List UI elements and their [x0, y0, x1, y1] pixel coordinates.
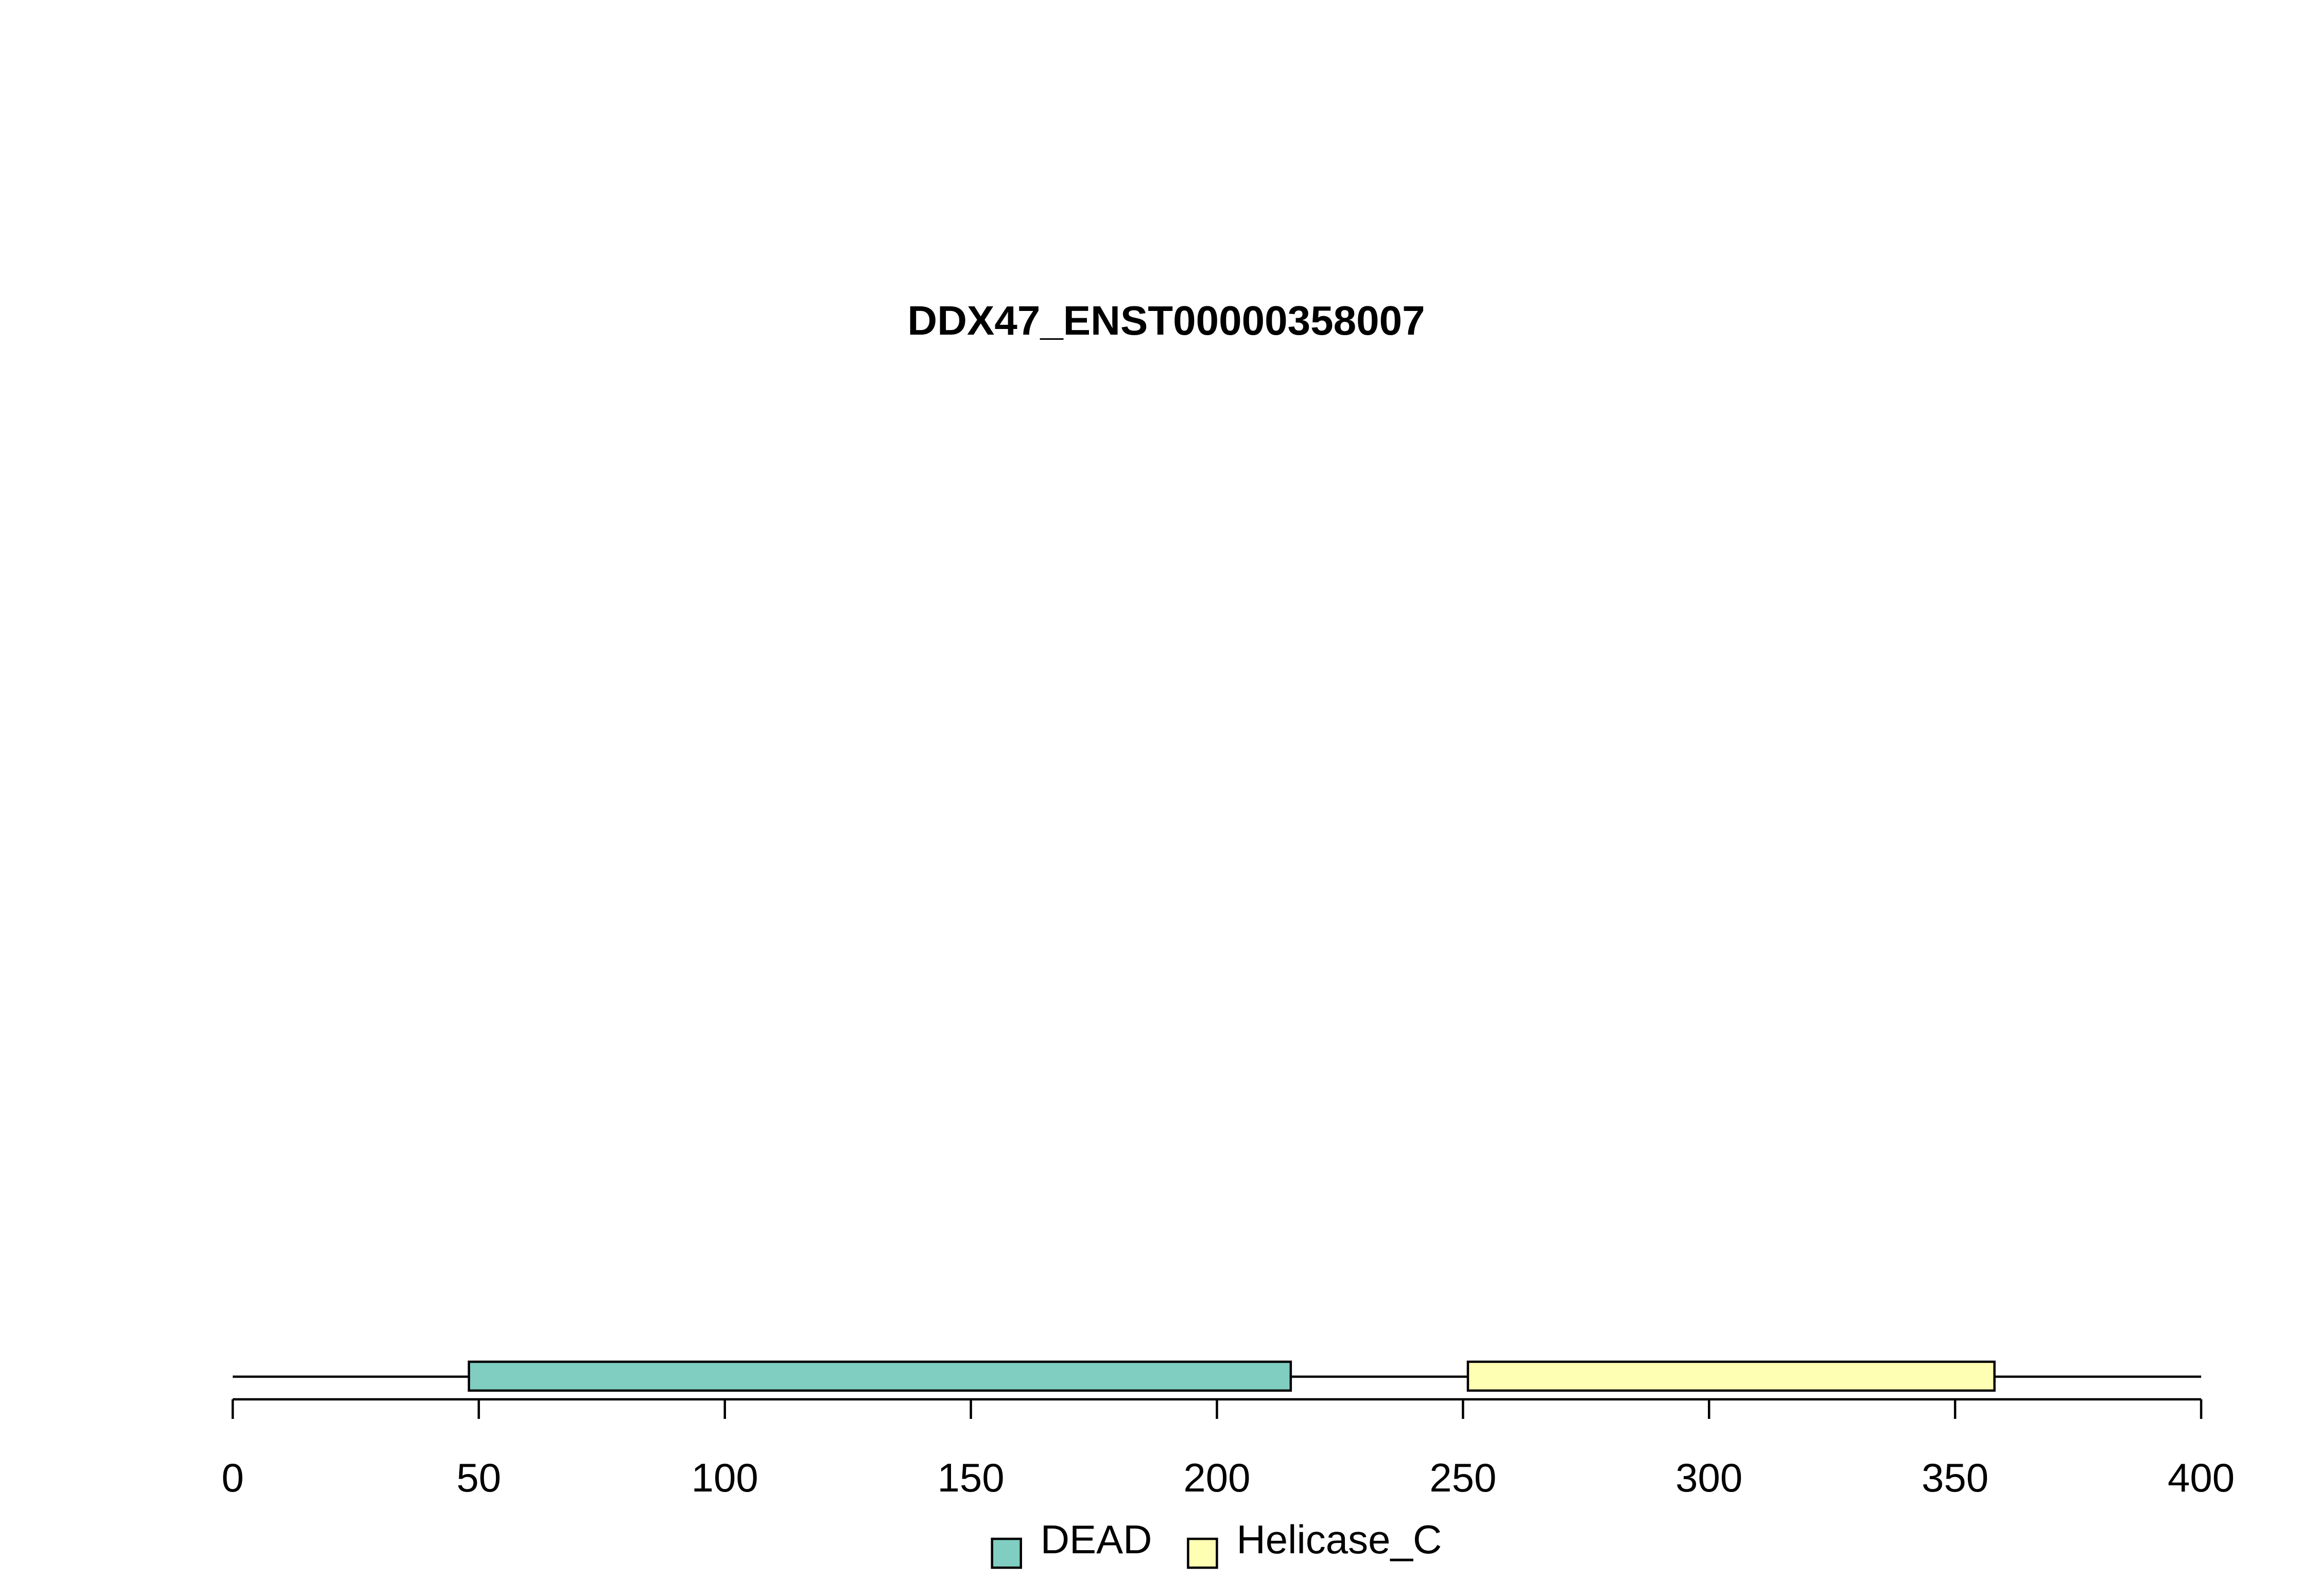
- chart-title: DDX47_ENST00000358007: [907, 298, 1425, 343]
- x-tick-label: 100: [691, 1455, 758, 1500]
- legend: DEAD Helicase_C: [991, 1517, 1442, 1569]
- legend-swatch-dead: [991, 1537, 1022, 1569]
- legend-swatch-helicase-c: [1187, 1537, 1218, 1569]
- x-tick-label: 150: [938, 1455, 1005, 1500]
- x-tick-label: 250: [1429, 1455, 1496, 1500]
- x-tick-label: 300: [1675, 1455, 1742, 1500]
- x-tick-label: 0: [221, 1455, 244, 1500]
- domain-box-dead: [468, 1360, 1292, 1392]
- x-axis: 0 50 100 150 200 250 300 350 400: [221, 1398, 2235, 1500]
- legend-label-dead: DEAD: [1041, 1517, 1152, 1562]
- x-tick-label: 350: [1922, 1455, 1989, 1500]
- domain-box-helicase-c: [1466, 1360, 1996, 1392]
- x-tick-label: 200: [1183, 1455, 1250, 1500]
- x-tick-label: 50: [456, 1455, 501, 1500]
- domain-layer: [468, 1360, 1996, 1392]
- x-tick-label: 400: [2168, 1455, 2235, 1500]
- legend-label-helicase-c: Helicase_C: [1236, 1517, 1442, 1562]
